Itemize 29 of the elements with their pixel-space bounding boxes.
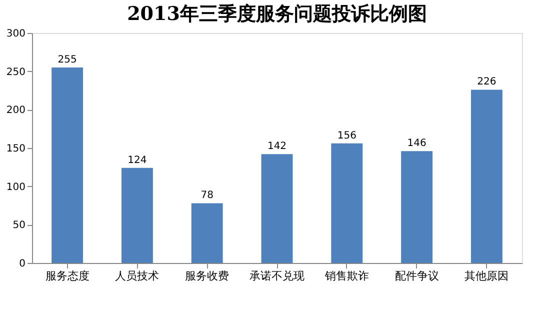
bar <box>470 90 502 263</box>
x-tick-label: 人员技术 <box>115 270 160 282</box>
bar <box>121 168 153 263</box>
y-tick-label: 250 <box>6 66 26 78</box>
data-label: 142 <box>267 141 287 152</box>
data-label: 146 <box>407 138 426 150</box>
chart-title: 2013年三季度服务问题投诉比例图 <box>127 3 427 25</box>
y-tick-label: 150 <box>6 144 26 154</box>
y-tick-label: 50 <box>12 220 26 232</box>
bar <box>52 68 84 263</box>
data-label: 78 <box>200 190 214 202</box>
y-tick-label: 300 <box>6 28 26 40</box>
data-label: 156 <box>337 130 356 142</box>
data-label: 255 <box>58 54 77 66</box>
x-tick-label: 销售欺诈 <box>324 270 369 282</box>
y-tick-label: 200 <box>6 105 26 116</box>
data-label: 226 <box>477 76 496 88</box>
x-tick-label: 承诺不兑现 <box>250 270 304 282</box>
bar <box>331 143 363 263</box>
x-tick-label: 服务收费 <box>185 270 230 282</box>
bar <box>261 154 293 263</box>
bar <box>191 203 223 263</box>
x-tick-label: 配件争议 <box>394 270 439 282</box>
x-tick-label: 其他原因 <box>464 270 509 282</box>
bar <box>401 151 433 263</box>
y-tick-label: 100 <box>6 182 26 193</box>
y-tick-label: 0 <box>19 258 26 270</box>
x-tick-label: 服务态度 <box>45 270 90 282</box>
data-label: 124 <box>128 154 147 166</box>
